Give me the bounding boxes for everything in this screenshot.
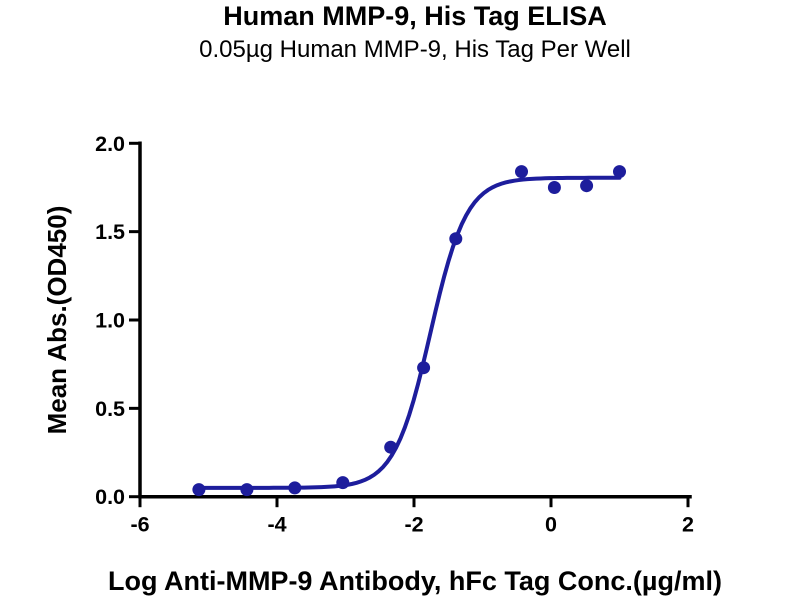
x-axis-title: Log Anti-MMP-9 Antibody, hFc Tag Conc.(µ… (108, 566, 722, 596)
axis-lines (138, 141, 692, 499)
x-tick-label: 0 (545, 513, 557, 537)
x-tick-label: -2 (404, 513, 423, 537)
data-point (336, 476, 350, 490)
data-point (613, 165, 626, 179)
chart-title: Human MMP-9, His Tag ELISA (223, 1, 607, 31)
data-point (192, 483, 206, 497)
data-point (288, 481, 302, 495)
x-tick-label: -6 (130, 513, 149, 537)
data-point (515, 165, 528, 179)
chart-subtitle: 0.05µg Human MMP-9, His Tag Per Well (199, 36, 631, 63)
data-point (547, 181, 561, 194)
y-tick-label: 0.0 (95, 485, 125, 509)
data-point (449, 232, 463, 246)
data-point (417, 361, 431, 375)
x-tick-label: -4 (267, 513, 286, 537)
y-tick-label: 2.0 (95, 132, 125, 156)
data-point (580, 179, 594, 193)
y-tick-label: 1.0 (95, 309, 125, 333)
y-tick-label: 0.5 (95, 397, 125, 421)
data-point (384, 440, 398, 454)
fit-curve (196, 175, 622, 490)
data-point (240, 483, 254, 497)
y-tick-label: 1.5 (95, 220, 125, 244)
x-tick-label: 2 (682, 513, 694, 537)
